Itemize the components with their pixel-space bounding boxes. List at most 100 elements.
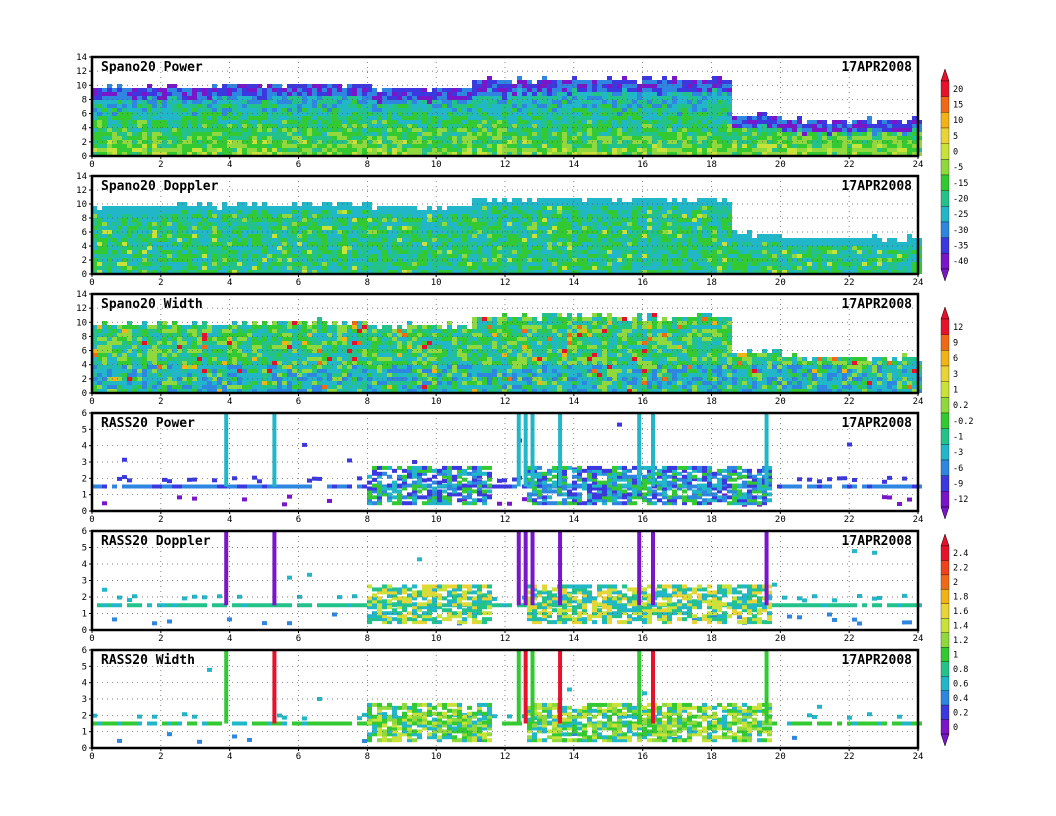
data-cell [297,218,302,222]
data-cell [252,112,257,116]
data-cell [437,136,442,140]
data-cell [412,88,417,92]
data-cell [592,234,597,238]
data-cell [322,214,327,218]
data-cell [197,124,202,128]
data-cell [92,258,97,262]
data-cell [622,148,627,152]
data-cell [392,112,397,116]
data-cell [372,222,377,226]
data-cell [297,230,302,234]
data-cell [242,100,247,104]
data-cell [657,266,662,270]
data-cell [192,246,197,250]
data-cell [562,80,567,84]
data-cell [662,218,667,222]
data-cell [327,100,332,104]
data-cell [647,222,652,226]
data-cell [202,116,207,120]
data-cell [442,242,447,246]
data-cell [142,250,147,254]
data-cell [257,246,262,250]
data-cell [427,234,432,238]
data-cell [717,120,722,124]
data-cell [587,234,592,238]
data-cell [392,238,397,242]
data-cell [727,266,732,270]
data-cell [662,238,667,242]
data-cell [447,210,452,214]
data-cell [477,242,482,246]
data-cell [122,238,127,242]
data-cell [497,148,502,152]
data-cell [327,266,332,270]
data-cell [472,262,477,266]
data-cell [137,262,142,266]
data-cell [587,140,592,144]
data-cell [692,100,697,104]
data-cell [222,148,227,152]
data-cell [112,254,117,258]
data-cell [337,112,342,116]
data-cell [712,96,717,100]
data-cell [187,250,192,254]
data-cell [672,84,677,88]
data-cell [487,270,492,274]
data-cell [132,246,137,250]
data-cell [607,88,612,92]
data-cell [557,262,562,266]
data-cell [612,120,617,124]
data-cell [282,112,287,116]
data-cell [657,120,662,124]
data-cell [887,120,892,124]
data-cell [392,242,397,246]
data-cell [542,140,547,144]
data-cell [552,238,557,242]
data-cell [262,96,267,100]
data-cell [167,96,172,100]
data-cell [272,230,277,234]
data-cell [372,104,377,108]
data-cell [357,258,362,262]
data-cell [547,246,552,250]
data-cell [652,198,657,202]
data-cell [317,112,322,116]
data-cell [607,100,612,104]
data-cell [487,128,492,132]
data-cell [267,246,272,250]
data-cell [542,198,547,202]
data-cell [257,210,262,214]
data-cell [527,84,532,88]
data-cell [352,100,357,104]
data-cell [702,132,707,136]
data-cell [432,254,437,258]
data-cell [617,108,622,112]
data-cell [392,210,397,214]
data-cell [607,128,612,132]
data-cell [257,132,262,136]
data-cell [112,266,117,270]
data-cell [337,242,342,246]
data-cell [762,136,767,140]
data-cell [562,262,567,266]
data-cell [562,120,567,124]
data-cell [487,214,492,218]
data-cell [332,124,337,128]
data-cell [807,148,812,152]
data-cell [702,202,707,206]
data-cell [102,88,107,92]
data-cell [212,124,217,128]
data-cell [357,144,362,148]
data-cell [197,270,202,274]
data-cell [147,144,152,148]
data-cell [132,112,137,116]
data-cell [147,140,152,144]
data-cell [337,238,342,242]
data-cell [237,116,242,120]
data-cell [507,108,512,112]
data-cell [537,96,542,100]
data-cell [117,266,122,270]
data-cell [162,144,167,148]
data-cell [532,250,537,254]
data-cell [512,88,517,92]
